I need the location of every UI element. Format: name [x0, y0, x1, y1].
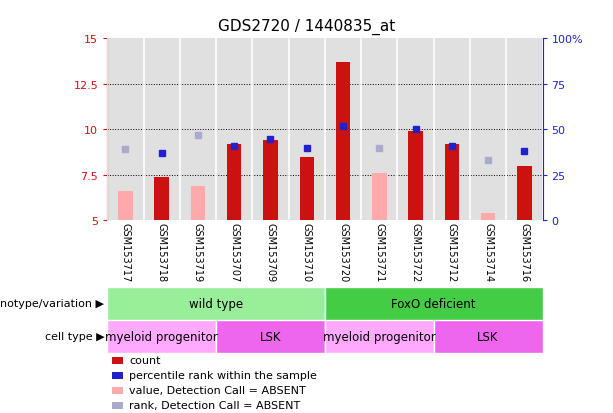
Text: GSM153710: GSM153710: [302, 223, 312, 282]
Text: count: count: [129, 356, 161, 366]
Text: wild type: wild type: [189, 297, 243, 310]
Text: GSM153721: GSM153721: [375, 223, 384, 282]
Bar: [112, 387, 123, 394]
Bar: [336, 63, 350, 221]
Text: myeloid progenitor: myeloid progenitor: [105, 330, 218, 343]
Text: GSM153720: GSM153720: [338, 223, 348, 282]
Bar: [300, 157, 314, 221]
Bar: [263, 141, 278, 221]
Bar: [191, 186, 205, 221]
Bar: [372, 174, 387, 221]
Bar: [107, 320, 216, 353]
Text: LSK: LSK: [260, 330, 281, 343]
Bar: [118, 192, 132, 221]
Text: GSM153718: GSM153718: [157, 223, 167, 282]
Text: GSM153716: GSM153716: [519, 223, 530, 282]
Text: myeloid progenitor: myeloid progenitor: [323, 330, 436, 343]
Text: value, Detection Call = ABSENT: value, Detection Call = ABSENT: [129, 386, 306, 396]
Text: percentile rank within the sample: percentile rank within the sample: [129, 370, 317, 380]
Text: GDS2720 / 1440835_at: GDS2720 / 1440835_at: [218, 19, 395, 35]
Text: GSM153717: GSM153717: [120, 223, 131, 282]
Bar: [227, 145, 242, 221]
Bar: [112, 372, 123, 379]
Bar: [325, 287, 543, 320]
Bar: [107, 287, 325, 320]
Bar: [154, 177, 169, 221]
Text: genotype/variation ▶: genotype/variation ▶: [0, 299, 104, 309]
Bar: [112, 357, 123, 364]
Text: GSM153707: GSM153707: [229, 223, 239, 282]
Bar: [216, 320, 325, 353]
Text: GSM153719: GSM153719: [193, 223, 203, 282]
Bar: [325, 320, 434, 353]
Text: LSK: LSK: [478, 330, 499, 343]
Bar: [112, 402, 123, 409]
Bar: [481, 214, 495, 221]
Bar: [444, 145, 459, 221]
Text: GSM153722: GSM153722: [411, 223, 421, 282]
Bar: [408, 132, 423, 221]
Text: FoxO deficient: FoxO deficient: [392, 297, 476, 310]
Text: GSM153712: GSM153712: [447, 223, 457, 282]
Text: cell type ▶: cell type ▶: [45, 332, 104, 342]
Bar: [433, 320, 543, 353]
Bar: [517, 166, 531, 221]
Text: rank, Detection Call = ABSENT: rank, Detection Call = ABSENT: [129, 401, 300, 411]
Text: GSM153714: GSM153714: [483, 223, 493, 282]
Text: GSM153709: GSM153709: [265, 223, 275, 282]
